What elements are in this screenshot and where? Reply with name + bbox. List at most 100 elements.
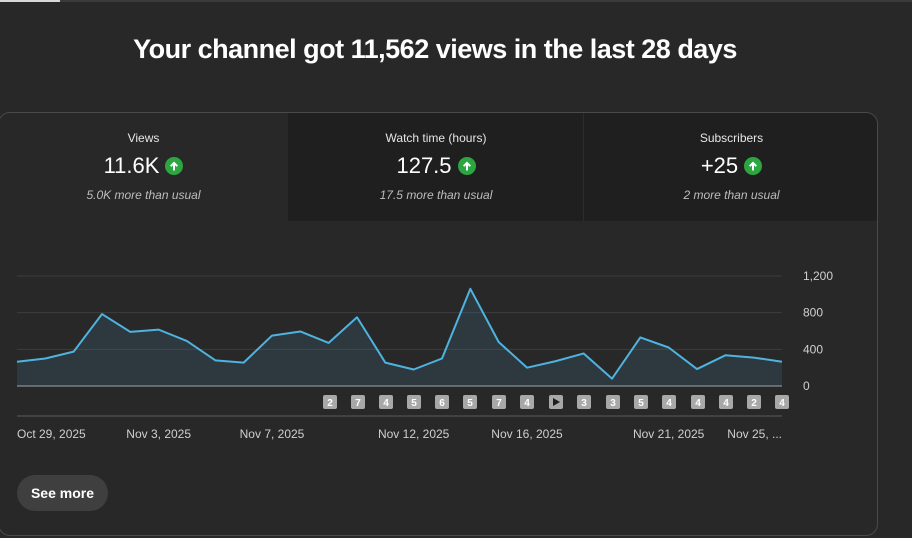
upload-marker: 7 xyxy=(492,395,506,409)
upload-marker: 5 xyxy=(634,395,648,409)
data-point xyxy=(780,360,784,364)
upload-marker: 2 xyxy=(323,395,337,409)
upload-marker-label: 5 xyxy=(411,398,417,409)
upload-marker-label: 4 xyxy=(524,398,530,409)
series-area xyxy=(17,288,782,386)
data-point xyxy=(383,361,387,365)
x-tick-label: Oct 29, 2025 xyxy=(17,427,86,441)
upload-marker-label: 4 xyxy=(779,398,785,409)
upload-marker-label: 3 xyxy=(610,398,616,409)
data-point xyxy=(213,358,217,362)
upload-marker-label: 6 xyxy=(439,398,445,409)
play-icon xyxy=(553,398,560,406)
x-tick-label: Nov 12, 2025 xyxy=(378,427,450,441)
upload-marker-label: 5 xyxy=(638,398,644,409)
upload-marker-box xyxy=(577,395,591,409)
metric-value: +25 xyxy=(700,153,739,178)
data-point xyxy=(157,328,161,332)
active-tab-indicator xyxy=(0,0,60,2)
data-point xyxy=(43,357,47,361)
upload-marker-label: 4 xyxy=(383,398,389,409)
upload-marker-box xyxy=(520,395,534,409)
upload-marker-box xyxy=(492,395,506,409)
upload-marker-label: 5 xyxy=(467,398,473,409)
data-point xyxy=(752,356,756,360)
metric-comparison: 17.5 more than usual xyxy=(379,188,493,202)
metric-value: 127.5 xyxy=(396,153,452,178)
y-tick-label: 800 xyxy=(803,306,823,320)
analytics-card: Views 11.6K 5.0K more than usual Watch t… xyxy=(0,112,878,536)
data-point xyxy=(525,366,529,370)
data-point xyxy=(468,287,472,291)
data-point xyxy=(695,367,699,371)
metric-tab-watch-time[interactable]: Watch time (hours) 127.5 17.5 more than … xyxy=(289,113,584,221)
data-point xyxy=(497,340,501,344)
upload-marker: 2 xyxy=(747,395,761,409)
data-point xyxy=(638,335,642,339)
upload-marker: 3 xyxy=(606,395,620,409)
upload-marker-box xyxy=(435,395,449,409)
upload-marker-label: 7 xyxy=(496,398,502,409)
data-point xyxy=(553,359,557,363)
metric-comparison: 2 more than usual xyxy=(683,188,780,202)
upload-marker-box xyxy=(606,395,620,409)
metric-tabs: Views 11.6K 5.0K more than usual Watch t… xyxy=(0,113,877,221)
upload-marker: 4 xyxy=(662,395,676,409)
x-tick-label: Nov 21, 2025 xyxy=(633,427,705,441)
upload-marker-label: 4 xyxy=(723,398,729,409)
arrow-up-icon xyxy=(744,157,763,175)
metric-label: Views xyxy=(127,131,160,145)
upload-marker-box xyxy=(719,395,733,409)
upload-marker-box xyxy=(463,395,477,409)
data-point xyxy=(100,312,104,316)
upload-marker-label: 4 xyxy=(666,398,672,409)
data-point xyxy=(72,350,76,354)
data-point xyxy=(270,334,274,338)
upload-marker: 4 xyxy=(691,395,705,409)
arrow-up-icon xyxy=(165,157,184,175)
data-point xyxy=(610,377,614,381)
metric-value: 11.6K xyxy=(103,153,160,178)
data-point xyxy=(440,357,444,361)
data-point xyxy=(582,351,586,355)
data-point xyxy=(723,353,727,357)
upload-marker-box xyxy=(691,395,705,409)
page-headline: Your channel got 11,562 views in the las… xyxy=(133,34,737,64)
upload-marker: 5 xyxy=(463,395,477,409)
data-point xyxy=(298,329,302,333)
metric-tab-subscribers[interactable]: Subscribers +25 2 more than usual xyxy=(584,113,877,221)
data-point xyxy=(242,361,246,365)
upload-marker-box xyxy=(775,395,789,409)
y-tick-label: 400 xyxy=(803,342,823,356)
upload-marker-box xyxy=(379,395,393,409)
upload-marker xyxy=(549,395,563,409)
data-point xyxy=(128,330,132,334)
upload-marker: 7 xyxy=(351,395,365,409)
series-line xyxy=(16,287,783,380)
x-tick-label: Nov 25, ... xyxy=(727,427,782,441)
metric-tab-views[interactable]: Views 11.6K 5.0K more than usual xyxy=(0,113,289,221)
data-point xyxy=(355,315,359,319)
data-point xyxy=(15,360,19,364)
data-point xyxy=(412,368,416,372)
metric-label: Subscribers xyxy=(699,131,764,145)
y-tick-label: 1,200 xyxy=(803,269,833,283)
upload-marker-label: 2 xyxy=(751,398,757,409)
upload-marker: 6 xyxy=(435,395,449,409)
upload-marker-box xyxy=(323,395,337,409)
upload-marker: 5 xyxy=(407,395,421,409)
upload-marker-box xyxy=(662,395,676,409)
x-tick-label: Nov 7, 2025 xyxy=(240,427,305,441)
upload-marker-label: 4 xyxy=(695,398,701,409)
see-more-button[interactable]: See more xyxy=(17,475,108,511)
data-point xyxy=(185,339,189,343)
upload-marker-box xyxy=(747,395,761,409)
data-point xyxy=(667,346,671,350)
upload-marker: 3 xyxy=(577,395,591,409)
metric-label: Watch time (hours) xyxy=(385,131,487,145)
upload-marker-box xyxy=(407,395,421,409)
metric-comparison: 5.0K more than usual xyxy=(86,188,201,202)
arrow-up-icon xyxy=(457,157,476,175)
upload-marker: 4 xyxy=(775,395,789,409)
